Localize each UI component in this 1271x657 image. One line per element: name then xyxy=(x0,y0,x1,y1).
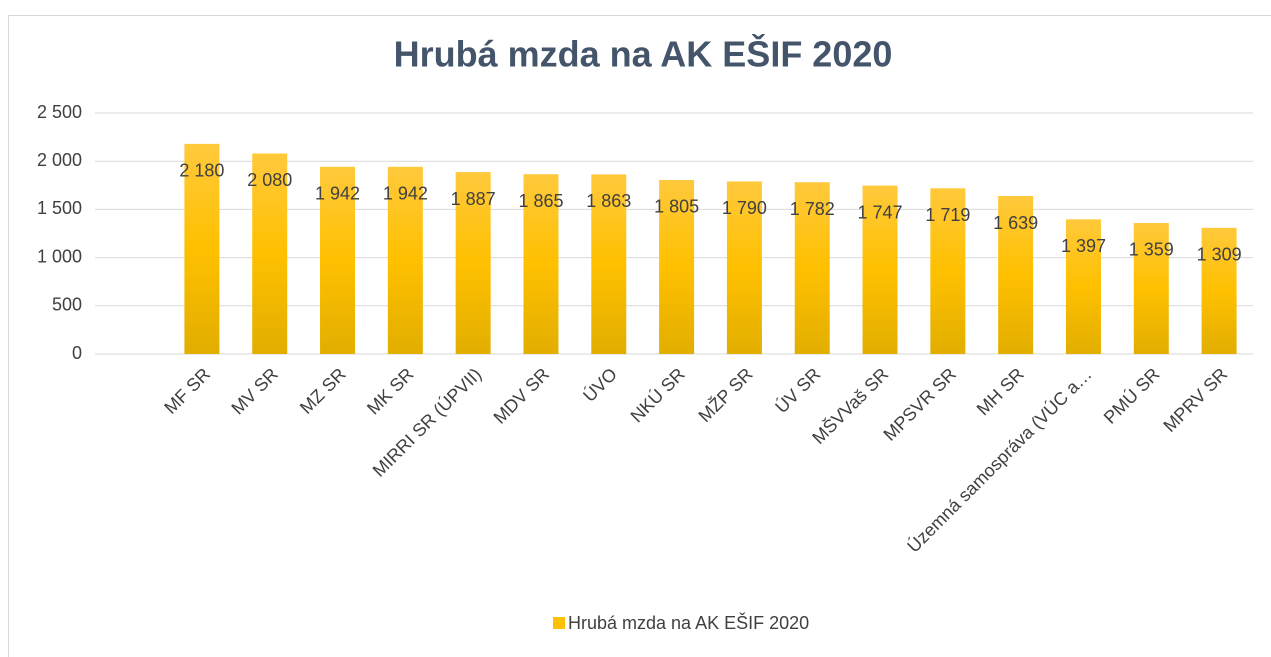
bar xyxy=(455,172,491,354)
data-label: 1 397 xyxy=(1061,236,1106,256)
y-tick-label: 2 000 xyxy=(37,150,82,170)
data-label: 2 080 xyxy=(247,170,292,190)
bar xyxy=(1065,219,1101,354)
bar xyxy=(387,166,423,354)
x-tick-label: MPSVR SR xyxy=(879,364,960,445)
x-tick-label: MK SR xyxy=(363,364,417,418)
data-label: 1 359 xyxy=(1129,240,1174,260)
data-label: 1 790 xyxy=(722,198,767,218)
data-label: 1 865 xyxy=(518,191,563,211)
data-label: 1 309 xyxy=(1197,245,1242,265)
bar xyxy=(320,166,356,354)
chart-title: Hrubá mzda na AK EŠIF 2020 xyxy=(394,33,893,75)
bar xyxy=(862,185,898,354)
y-tick-label: 500 xyxy=(52,295,82,315)
bar xyxy=(659,179,695,354)
y-tick-label: 0 xyxy=(72,343,82,363)
bar xyxy=(252,153,288,354)
data-label: 1 639 xyxy=(993,213,1038,233)
bar xyxy=(794,182,830,354)
bar xyxy=(184,143,220,354)
x-tick-label: MV SR xyxy=(227,364,281,418)
data-label: 1 747 xyxy=(858,202,903,222)
data-label: 1 863 xyxy=(586,191,631,211)
x-tick-label: ÚV SR xyxy=(771,363,825,417)
bar xyxy=(726,181,762,354)
x-tick-label: NKÚ SR xyxy=(626,363,689,426)
bar xyxy=(591,174,627,354)
y-tick-label: 2 500 xyxy=(37,102,82,122)
data-label: 1 805 xyxy=(654,197,699,217)
bar xyxy=(930,188,966,354)
data-label: 1 942 xyxy=(383,184,428,204)
data-label: 2 180 xyxy=(179,161,224,181)
data-label: 1 782 xyxy=(790,199,835,219)
bar xyxy=(523,174,559,354)
x-tick-label: MH SR xyxy=(973,364,1028,419)
x-tick-label: ÚVO xyxy=(579,363,621,405)
chart-border xyxy=(8,15,1271,657)
y-tick-label: 1 500 xyxy=(37,198,82,218)
legend-label: Hrubá mzda na AK EŠIF 2020 xyxy=(568,612,809,633)
bar xyxy=(1133,222,1169,354)
x-tick-label: MPRV SR xyxy=(1159,364,1231,436)
bar xyxy=(998,196,1034,354)
x-tick-label: PMÚ SR xyxy=(1099,363,1163,427)
data-label: 1 887 xyxy=(451,189,496,209)
data-label: 1 719 xyxy=(925,205,970,225)
x-tick-label: MŽP SR xyxy=(695,364,757,426)
x-tick-label: MDV SR xyxy=(490,364,554,428)
y-tick-label: 1 000 xyxy=(37,246,82,266)
data-label: 1 942 xyxy=(315,184,360,204)
x-tick-label: MZ SR xyxy=(296,364,350,418)
bar xyxy=(1201,227,1237,354)
x-tick-label: MF SR xyxy=(160,364,214,418)
legend-swatch xyxy=(553,617,565,629)
